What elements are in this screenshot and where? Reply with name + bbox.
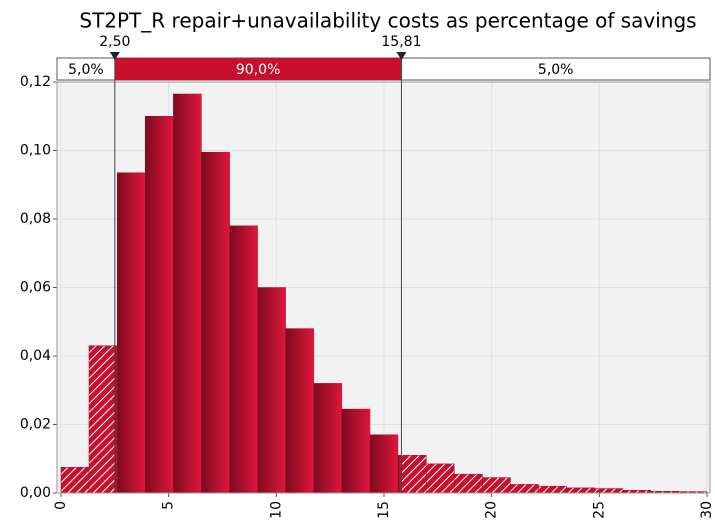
bar (453, 473, 483, 494)
bar (482, 477, 511, 494)
y-tick-label: 0,02 (20, 417, 51, 433)
x-tick-label: 30 (699, 501, 715, 519)
y-tick-label: 0,00 (20, 485, 51, 501)
y-tick-label: 0,04 (20, 348, 51, 364)
bar (538, 485, 567, 494)
bar-inside (370, 434, 398, 493)
plot-border (56, 81, 711, 494)
y-tick-label: 0,10 (20, 143, 51, 159)
delimiter-middle (114, 58, 402, 80)
chart-title: ST2PT_R repair+unavailability costs as p… (79, 9, 696, 33)
y-tick-label: 0,06 (20, 280, 51, 296)
bar-inside (341, 409, 371, 493)
delimiter-label: 2,50 (99, 34, 130, 50)
x-tick-label: 5 (161, 501, 177, 510)
x-tick-label: 25 (591, 501, 607, 519)
bar (510, 484, 539, 494)
x-tick-label: 0 (53, 501, 69, 510)
bar-inside (397, 455, 402, 493)
bar-inside (145, 116, 174, 493)
y-tick-label: 0,08 (20, 211, 51, 227)
percentage-label: 5,0% (538, 62, 574, 78)
bar (594, 488, 624, 494)
x-tick-label: 10 (268, 501, 284, 519)
bar (397, 455, 427, 494)
bar-inside (201, 152, 230, 493)
bar (425, 463, 455, 494)
bar-inside (257, 287, 286, 493)
bar-inside (229, 225, 258, 493)
percentage-label: 90,0% (236, 62, 280, 78)
bar-inside (117, 172, 146, 493)
delimiter-marker (109, 52, 120, 60)
delimiter-label: 15,81 (381, 34, 421, 50)
x-tick-label: 15 (376, 501, 392, 519)
bar (566, 487, 595, 494)
bar-inside (313, 383, 342, 493)
bar-inside (173, 93, 202, 494)
bar-inside (114, 345, 118, 493)
x-tick-label: 20 (484, 501, 500, 519)
bar-inside (285, 328, 314, 493)
percentage-label: 5,0% (68, 62, 104, 78)
bar (88, 345, 118, 494)
delimiter-marker (396, 52, 407, 60)
bar (60, 467, 90, 494)
y-tick-label: 0,12 (20, 74, 51, 90)
